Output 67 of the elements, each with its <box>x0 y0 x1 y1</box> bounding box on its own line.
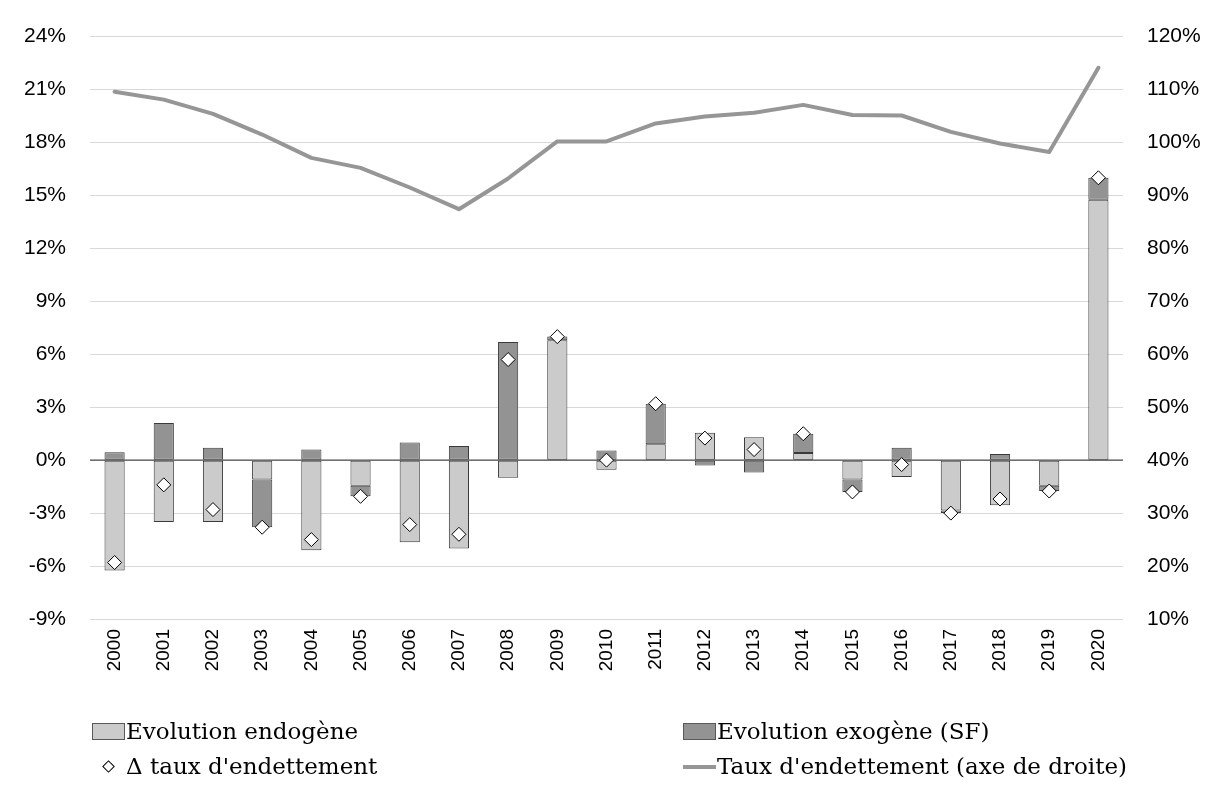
point <box>500 352 516 368</box>
y-tick-label: 12% <box>23 235 66 259</box>
point <box>353 488 369 504</box>
point <box>205 502 221 518</box>
x-tick-label: 2018 <box>988 629 1010 672</box>
point <box>303 532 319 548</box>
y2-tick-label: 60% <box>1147 341 1190 365</box>
x-tick-label: 2003 <box>250 629 272 672</box>
y2-tick-label: 70% <box>1147 288 1190 312</box>
point <box>1090 170 1106 186</box>
x-tick-label: 2010 <box>594 629 616 672</box>
y2-tick-label: 120% <box>1147 23 1201 47</box>
y-tick-label: 18% <box>23 129 66 153</box>
y-tick-label: -9% <box>28 605 66 629</box>
x-tick-label: 2005 <box>348 629 370 672</box>
point <box>894 457 910 473</box>
x-tick-label: 2007 <box>447 629 469 672</box>
point <box>795 426 811 442</box>
point <box>844 484 860 500</box>
x-tick-label: 2008 <box>496 629 518 672</box>
x-tick-label: 2012 <box>693 629 715 672</box>
y2-tick-label: 40% <box>1147 446 1190 470</box>
x-tick-label: 2011 <box>643 629 665 670</box>
y2-tick-label: 20% <box>1147 552 1190 576</box>
x-tick-label: 2017 <box>939 629 961 672</box>
x-tick-label: 2009 <box>545 629 567 672</box>
y2-tick-label: 100% <box>1147 129 1201 153</box>
y2-tick-label: 90% <box>1147 182 1190 206</box>
point <box>402 517 418 533</box>
point <box>107 555 123 571</box>
x-tick-label: 2013 <box>742 629 764 672</box>
point <box>943 505 959 521</box>
legend-label: Δ taux d'endettement <box>126 752 378 781</box>
y-tick-label: 15% <box>23 182 66 206</box>
y2-tick-label: 30% <box>1147 499 1190 523</box>
point <box>549 329 565 345</box>
y2-tick-label: 110% <box>1147 76 1200 100</box>
legend-label: Taux d'endettement (axe de droite) <box>717 752 1128 781</box>
legend-label: Evolution exogène (SF) <box>717 717 990 746</box>
legend-label: Evolution endogène <box>126 717 359 746</box>
x-tick-label: 2015 <box>840 629 862 672</box>
y-tick-label: 3% <box>35 394 66 418</box>
point <box>254 519 270 535</box>
y-tick-label: -6% <box>28 552 66 576</box>
y-tick-label: 21% <box>23 76 66 100</box>
x-tick-label: 2000 <box>102 629 124 672</box>
x-tick-label: 2019 <box>1037 629 1059 672</box>
y2-tick-label: 80% <box>1147 235 1190 259</box>
x-tick-label: 2020 <box>1086 629 1108 672</box>
point <box>992 491 1008 507</box>
x-tick-label: 2014 <box>791 628 813 672</box>
y-tick-label: 0% <box>35 446 66 470</box>
point <box>599 452 614 468</box>
point <box>451 526 467 542</box>
y-tick-label: 6% <box>35 341 66 365</box>
y2-tick-label: 10% <box>1147 605 1190 629</box>
y-tick-label: 24% <box>23 23 66 47</box>
x-tick-label: 2016 <box>889 629 911 672</box>
y-tick-label: -3% <box>28 499 66 523</box>
x-tick-label: 2001 <box>152 629 174 672</box>
x-tick-label: 2006 <box>397 629 419 672</box>
y2-tick-label: 50% <box>1147 394 1190 418</box>
y-tick-label: 9% <box>35 288 66 312</box>
x-tick-label: 2002 <box>201 629 223 672</box>
x-tick-label: 2004 <box>299 628 321 672</box>
point <box>1041 483 1057 499</box>
point <box>648 396 664 412</box>
